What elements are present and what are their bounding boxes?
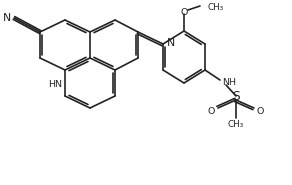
Text: O: O [208, 107, 215, 115]
Text: CH₃: CH₃ [228, 120, 244, 129]
Text: S: S [232, 90, 240, 102]
Text: N: N [3, 13, 11, 23]
Text: N: N [167, 38, 175, 48]
Text: CH₃: CH₃ [208, 3, 224, 11]
Text: HN: HN [48, 80, 62, 88]
Text: O: O [180, 8, 188, 16]
Text: NH: NH [222, 78, 236, 87]
Text: O: O [257, 107, 264, 115]
